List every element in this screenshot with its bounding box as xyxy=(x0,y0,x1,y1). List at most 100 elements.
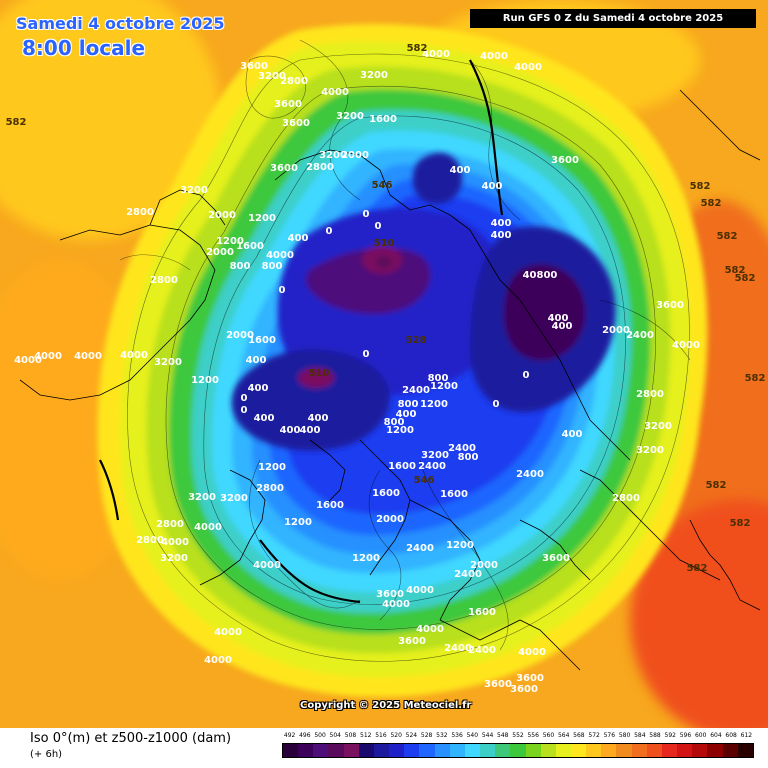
isozero-label: 3200 xyxy=(220,493,248,504)
thickness-label: 582 xyxy=(717,231,738,242)
isozero-label: 400 xyxy=(246,355,267,366)
isozero-label: 4000 xyxy=(321,87,349,98)
scale-swatch xyxy=(616,744,632,757)
isozero-label: 3600 xyxy=(516,673,544,684)
isozero-label: 40800 xyxy=(523,270,558,281)
isozero-label: 4000 xyxy=(34,351,62,362)
scale-value-label: 556 xyxy=(527,732,539,739)
isozero-label: 2000 xyxy=(208,210,236,221)
isozero-label: 2000 xyxy=(602,325,630,336)
isozero-label: 3200 xyxy=(154,357,182,368)
warm-patch xyxy=(630,500,768,728)
isozero-label: 1200 xyxy=(284,517,312,528)
copyright-label: Copyright © 2025 Meteociel.fr xyxy=(300,700,472,711)
thickness-label: 582 xyxy=(735,273,756,284)
scale-value-label: 588 xyxy=(649,732,661,739)
isozero-label: 400 xyxy=(450,165,471,176)
isozero-label: 3600 xyxy=(484,679,512,690)
isozero-label: 3200 xyxy=(160,553,188,564)
scale-value-label: 496 xyxy=(299,732,311,739)
legend-panel: Iso 0°(m) et z500-z1000 (dam) (+ 6h) 492… xyxy=(0,728,768,768)
color-scale-bar xyxy=(282,743,754,758)
isozero-label: 1200 xyxy=(352,553,380,564)
isozero-label: 400 xyxy=(280,425,301,436)
scale-swatch xyxy=(464,744,481,757)
thickness-label: 510 xyxy=(309,368,330,379)
isozero-label: 1600 xyxy=(369,114,397,125)
thickness-label: 582 xyxy=(725,265,746,276)
isozero-label: 4000 xyxy=(253,560,281,571)
scale-value-label: 532 xyxy=(436,732,448,739)
scale-swatch xyxy=(631,744,647,757)
scale-value-label: 568 xyxy=(573,732,585,739)
thickness-label: 528 xyxy=(406,335,427,346)
isozero-label: 3600 xyxy=(240,61,268,72)
forecast-map: 3600 3200 2800 3600 3600 4000 3200 4000 4000 4000… xyxy=(0,0,768,728)
scale-swatch xyxy=(646,744,662,757)
scale-swatch xyxy=(313,744,329,757)
isozero-label: 1200 xyxy=(248,213,276,224)
isozero-label: 2400 xyxy=(516,469,544,480)
isozero-label: 3600 xyxy=(656,300,684,311)
isozero-label: 3200 xyxy=(180,185,208,196)
isozero-label: 0 xyxy=(363,349,370,360)
scale-swatch xyxy=(510,744,526,757)
scale-swatch xyxy=(480,744,496,757)
isozero-label: 2400 xyxy=(626,330,654,341)
isozero-label: 4000 xyxy=(422,49,450,60)
scale-swatch xyxy=(737,744,753,757)
scale-swatch xyxy=(692,744,708,757)
isozero-label: 0 xyxy=(375,221,382,232)
scale-swatch xyxy=(283,744,299,757)
thickness-label: 510 xyxy=(374,238,395,249)
scale-swatch xyxy=(404,744,420,757)
isozero-label: 2400 xyxy=(402,385,430,396)
isozero-label: 1600 xyxy=(316,500,344,511)
isozero-label: 1600 xyxy=(468,607,496,618)
isozero-label: 400 xyxy=(308,413,329,424)
scale-value-label: 560 xyxy=(542,732,555,739)
scale-value-label: 608 xyxy=(725,732,737,739)
isozero-label: 3600 xyxy=(274,99,302,110)
isozero-label: 2800 xyxy=(150,275,178,286)
isozero-label: 400 xyxy=(396,409,417,420)
isozero-label: 0 xyxy=(241,405,248,416)
run-info-box: Run GFS 0 Z du Samedi 4 octobre 2025 xyxy=(470,9,756,28)
isozero-label: 2800 xyxy=(136,535,164,546)
time-title: 8:00 locale xyxy=(22,36,146,60)
isozero-label: 2400 xyxy=(444,643,472,654)
isozero-label: 4000 xyxy=(382,599,410,610)
thickness-label: 546 xyxy=(372,180,393,191)
isozero-label: 4000 xyxy=(194,522,222,533)
isozero-label: 4000 xyxy=(518,647,546,658)
scale-value-label: 536 xyxy=(451,732,463,739)
isozero-label: 400 xyxy=(254,413,275,424)
isozero-label: 0 xyxy=(326,226,333,237)
scale-value-label: 492 xyxy=(283,732,296,739)
scale-value-label: 544 xyxy=(481,732,494,739)
scale-swatch xyxy=(495,744,511,757)
isozero-label: 400 xyxy=(552,321,573,332)
scale-swatch xyxy=(540,744,556,757)
thickness-label: 582 xyxy=(687,563,708,574)
scale-swatch xyxy=(343,744,359,757)
isozero-label: 400 xyxy=(248,383,269,394)
isozero-label: 800 xyxy=(398,399,419,410)
isozero-label: 2400 xyxy=(418,461,446,472)
isozero-label: 2800 xyxy=(156,519,184,530)
isozero-label: 3600 xyxy=(398,636,426,647)
isozero-label: 0 xyxy=(523,370,530,381)
scale-swatch xyxy=(555,744,571,757)
scale-value-label: 572 xyxy=(588,732,600,739)
isozero-label: 3600 xyxy=(376,589,404,600)
scale-swatch xyxy=(328,744,344,757)
scale-value-label: 528 xyxy=(420,732,433,739)
isozero-label: 3600 xyxy=(270,163,298,174)
isozero-label: 1200 xyxy=(258,462,286,473)
isozero-label: 3200 xyxy=(336,111,364,122)
scale-value-label: 520 xyxy=(390,732,402,739)
thickness-label: 582 xyxy=(706,480,727,491)
scale-value-label: 596 xyxy=(679,732,692,739)
isozero-label: 0 xyxy=(493,399,500,410)
